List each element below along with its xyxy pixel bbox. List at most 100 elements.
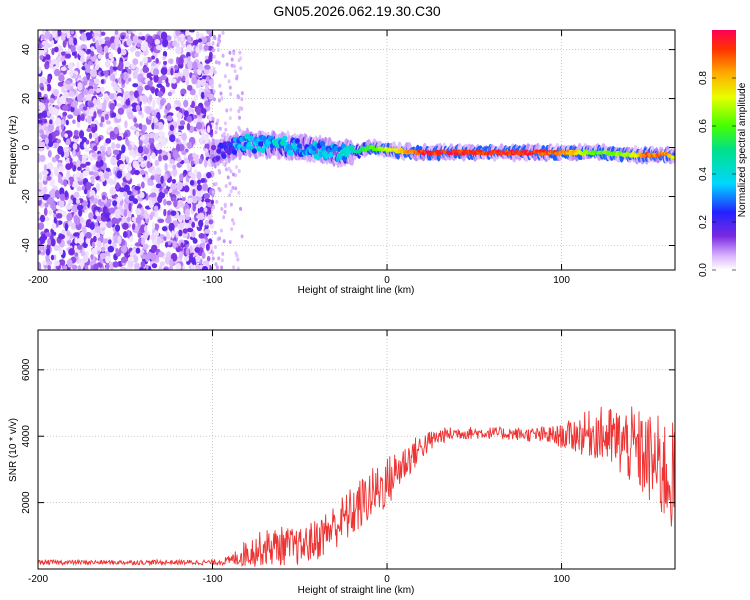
noise-speckle [81, 137, 88, 143]
noise-speckle [164, 173, 168, 182]
noise-speckle [239, 56, 243, 61]
noise-speckle [181, 196, 186, 202]
noise-speckle [232, 172, 236, 177]
noise-speckle [175, 56, 180, 65]
noise-speckle [206, 172, 212, 179]
noise-speckle [76, 114, 81, 123]
noise-speckle [69, 69, 74, 77]
noise-speckle [84, 147, 90, 153]
noise-speckle [53, 46, 59, 53]
noise-speckle [130, 63, 136, 70]
noise-speckle [191, 100, 196, 108]
noise-speckle [160, 67, 168, 76]
noise-speckle [154, 132, 159, 141]
noise-speckle [219, 91, 223, 96]
noise-speckle [176, 112, 183, 119]
noise-speckle [194, 156, 200, 165]
noise-speckle [38, 244, 45, 251]
noise-speckle [183, 99, 189, 108]
noise-speckle [211, 41, 215, 46]
noise-speckle [206, 255, 211, 262]
noise-speckle [204, 219, 209, 226]
noise-speckle [99, 145, 106, 152]
noise-speckle [124, 61, 131, 68]
noise-speckle [150, 253, 157, 262]
noise-speckle [187, 56, 191, 63]
noise-speckle [220, 265, 224, 270]
noise-speckle [219, 228, 223, 233]
noise-speckle [49, 178, 56, 187]
noise-speckle [103, 45, 109, 54]
noise-speckle [46, 260, 53, 266]
spectrogram-y-tick-label: -40 [21, 238, 32, 253]
noise-speckle [214, 60, 218, 65]
noise-speckle [240, 97, 244, 102]
noise-speckle [53, 89, 59, 97]
noise-speckle [117, 235, 122, 245]
noise-speckle [223, 121, 227, 126]
noise-speckle [85, 231, 92, 239]
noise-speckle [114, 210, 121, 219]
signal-core [288, 150, 294, 157]
noise-speckle [183, 110, 189, 117]
noise-speckle [47, 150, 52, 158]
noise-speckle [217, 168, 221, 173]
noise-speckle [179, 30, 187, 33]
noise-speckle [154, 159, 160, 167]
noise-speckle [214, 130, 218, 135]
noise-speckle [95, 182, 101, 192]
noise-speckle [60, 35, 66, 41]
spectrogram-plot-frame [37, 29, 676, 271]
noise-speckle [140, 43, 147, 52]
noise-speckle [182, 68, 190, 78]
noise-speckle [79, 104, 83, 111]
noise-speckle [66, 213, 73, 222]
noise-speckle [69, 82, 76, 87]
noise-speckle [85, 139, 90, 145]
signal-core [366, 147, 371, 151]
noise-speckle [151, 55, 155, 60]
noise-speckle [151, 122, 155, 130]
noise-speckle [68, 199, 74, 205]
noise-speckle [39, 76, 47, 84]
signal-core [454, 152, 459, 156]
noise-speckle [116, 103, 122, 108]
noise-speckle [180, 242, 184, 248]
noise-speckle [220, 206, 224, 211]
noise-speckle [47, 75, 52, 84]
noise-speckle [162, 38, 169, 48]
noise-speckle [212, 54, 216, 59]
noise-speckle [132, 70, 139, 80]
noise-speckle [228, 181, 232, 186]
noise-speckle [183, 185, 190, 193]
noise-speckle [111, 142, 116, 150]
noise-speckle [48, 210, 53, 216]
noise-speckle [166, 152, 171, 162]
noise-speckle [170, 210, 177, 216]
noise-speckle [174, 100, 181, 105]
noise-speckle [137, 232, 142, 238]
noise-speckle [172, 150, 179, 159]
noise-speckle [85, 161, 91, 166]
spectrogram-x-axis-title: Height of straight line (km) [298, 285, 415, 296]
noise-speckle [236, 257, 240, 262]
noise-speckle [202, 182, 208, 192]
colorbar-tick-label: 0.8 [698, 71, 709, 85]
noise-speckle [62, 105, 69, 112]
noise-speckle [204, 151, 210, 157]
noise-speckle [66, 258, 73, 268]
noise-speckle [42, 186, 48, 194]
noise-speckle [72, 100, 79, 107]
snr-y-tick-label: 4000 [21, 425, 32, 448]
noise-speckle [94, 78, 100, 85]
noise-speckle [39, 154, 46, 163]
noise-speckle [89, 229, 97, 236]
noise-speckle [54, 117, 62, 127]
noise-speckle [71, 51, 76, 56]
noise-speckle [114, 205, 118, 210]
noise-speckle [140, 236, 146, 246]
noise-speckle [51, 30, 58, 38]
noise-speckle [125, 97, 131, 106]
noise-speckle [135, 247, 141, 254]
noise-speckle [139, 60, 143, 67]
